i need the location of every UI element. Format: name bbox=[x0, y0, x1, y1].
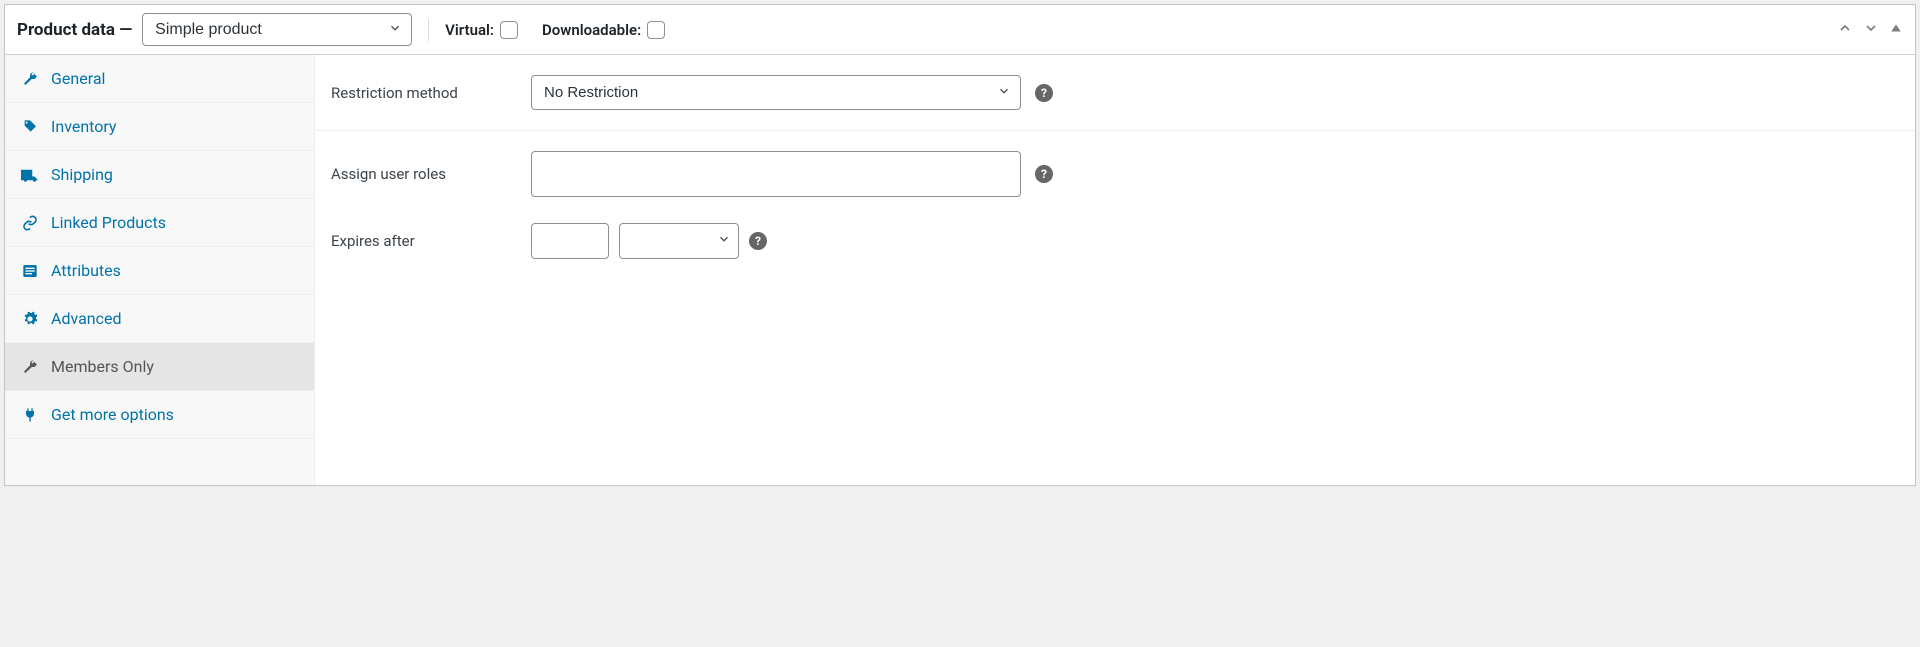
tab-shipping[interactable]: Shipping bbox=[5, 151, 314, 199]
expires-unit-select[interactable] bbox=[619, 223, 739, 259]
downloadable-label-text: Downloadable: bbox=[542, 21, 641, 39]
virtual-label-text: Virtual: bbox=[445, 21, 494, 39]
panel-body: General Inventory Shipping Linked Produc… bbox=[5, 55, 1915, 485]
plug-icon bbox=[21, 407, 39, 423]
tab-label: Advanced bbox=[51, 309, 122, 328]
expires-label: Expires after bbox=[331, 232, 531, 250]
tab-label: Attributes bbox=[51, 261, 121, 280]
restriction-method-dropdown[interactable]: No Restriction bbox=[531, 75, 1021, 110]
link-icon bbox=[21, 215, 39, 231]
product-type-dropdown[interactable]: Simple product bbox=[142, 13, 412, 46]
list-icon bbox=[21, 263, 39, 279]
panel-header: Product data — Simple product Virtual: D… bbox=[5, 5, 1915, 55]
tab-attributes[interactable]: Attributes bbox=[5, 247, 314, 295]
tab-get-more-options[interactable]: Get more options bbox=[5, 391, 314, 439]
vertical-divider bbox=[428, 19, 429, 41]
assign-roles-row: Assign user roles ? bbox=[315, 131, 1915, 217]
tab-general[interactable]: General bbox=[5, 55, 314, 103]
tab-label: Shipping bbox=[51, 165, 113, 184]
panel-header-controls bbox=[1837, 20, 1903, 40]
wrench-icon bbox=[21, 359, 39, 375]
tag-icon bbox=[21, 119, 39, 135]
product-data-panel: Product data — Simple product Virtual: D… bbox=[4, 4, 1916, 486]
expires-row: Expires after ? bbox=[315, 217, 1915, 279]
restriction-method-row: Restriction method No Restriction ? bbox=[315, 55, 1915, 131]
tab-label: Get more options bbox=[51, 405, 174, 424]
truck-icon bbox=[21, 167, 39, 183]
expires-unit-dropdown[interactable] bbox=[619, 223, 739, 259]
tab-members-only[interactable]: Members Only bbox=[5, 343, 314, 391]
collapse-toggle-icon[interactable] bbox=[1889, 21, 1903, 39]
restriction-method-select[interactable]: No Restriction bbox=[531, 75, 1021, 110]
product-data-tabs: General Inventory Shipping Linked Produc… bbox=[5, 55, 315, 485]
tab-label: General bbox=[51, 69, 105, 88]
tab-content: Restriction method No Restriction ? Assi… bbox=[315, 55, 1915, 485]
downloadable-checkbox[interactable] bbox=[647, 21, 665, 39]
assign-roles-label: Assign user roles bbox=[331, 165, 531, 183]
expires-number-input[interactable] bbox=[531, 223, 609, 259]
restriction-method-label: Restriction method bbox=[331, 84, 531, 102]
chevron-down-icon[interactable] bbox=[1863, 20, 1879, 40]
tab-label: Members Only bbox=[51, 357, 154, 376]
tab-linked-products[interactable]: Linked Products bbox=[5, 199, 314, 247]
tab-inventory[interactable]: Inventory bbox=[5, 103, 314, 151]
product-type-select[interactable]: Simple product bbox=[142, 13, 412, 46]
panel-title: Product data — bbox=[17, 20, 132, 40]
wrench-icon bbox=[21, 71, 39, 87]
downloadable-checkbox-label[interactable]: Downloadable: bbox=[542, 21, 665, 39]
chevron-up-icon[interactable] bbox=[1837, 20, 1853, 40]
help-icon[interactable]: ? bbox=[1035, 165, 1053, 183]
tab-label: Linked Products bbox=[51, 213, 166, 232]
gear-icon bbox=[21, 311, 39, 327]
tab-advanced[interactable]: Advanced bbox=[5, 295, 314, 343]
help-icon[interactable]: ? bbox=[1035, 84, 1053, 102]
tab-label: Inventory bbox=[51, 117, 117, 136]
help-icon[interactable]: ? bbox=[749, 232, 767, 250]
virtual-checkbox-label[interactable]: Virtual: bbox=[445, 21, 518, 39]
virtual-checkbox[interactable] bbox=[500, 21, 518, 39]
assign-roles-input[interactable] bbox=[531, 151, 1021, 197]
